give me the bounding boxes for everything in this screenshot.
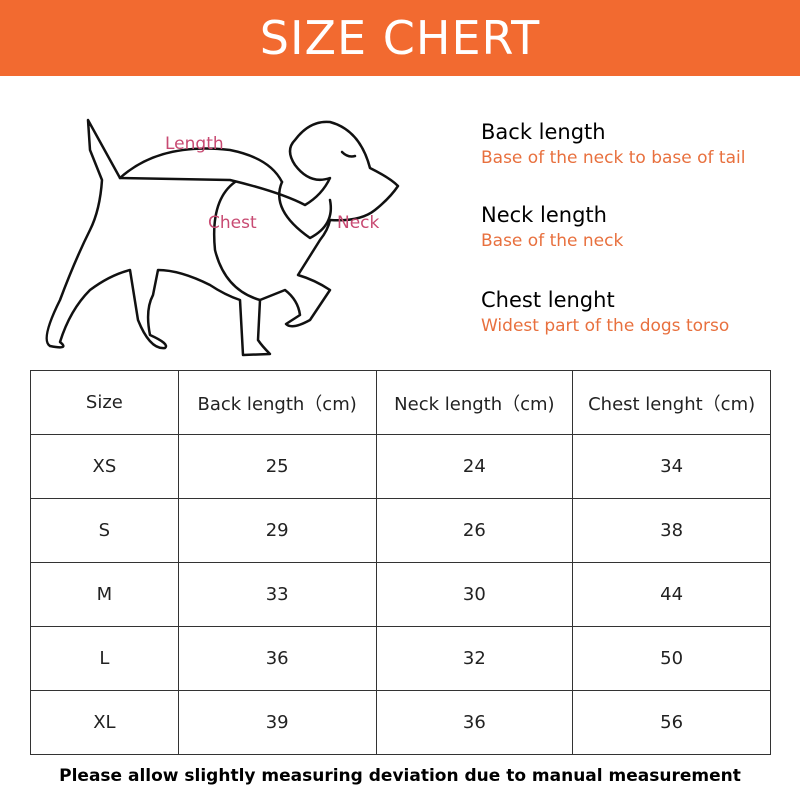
table-row: S 29 26 38 [30, 498, 771, 563]
header-cell: Back length（cm) [177, 370, 377, 435]
table-cell: 26 [375, 498, 574, 563]
table-cell: 56 [572, 690, 771, 755]
table-cell: 39 [177, 690, 377, 755]
table-row: XL 39 36 56 [30, 690, 771, 755]
table-cell: 30 [375, 562, 574, 627]
header-cell: Neck length（cm) [375, 370, 574, 435]
table-cell: 44 [572, 562, 771, 627]
measurement-neck: Neck length Base of the neck [481, 203, 623, 251]
table-cell: S [30, 498, 179, 563]
dog-diagram: Length Chest Neck [30, 110, 420, 360]
measurement-desc: Widest part of the dogs torso [481, 316, 730, 336]
footer-note: Please allow slightly measuring deviatio… [59, 766, 741, 786]
table-cell: 32 [375, 626, 574, 691]
table-cell: M [30, 562, 179, 627]
table-row: M 33 30 44 [30, 562, 771, 627]
table-cell: 33 [177, 562, 377, 627]
table-cell: 38 [572, 498, 771, 563]
table-cell: 34 [572, 434, 771, 499]
measurement-desc: Base of the neck [481, 231, 624, 251]
size-table: Size Back length（cm) Neck length（cm) Che… [30, 370, 771, 755]
measurement-title: Back length [481, 120, 606, 144]
table-cell: 36 [177, 626, 377, 691]
page-title: SIZE CHERT [259, 11, 541, 65]
measurement-title: Chest lenght [481, 288, 615, 312]
measurement-chest: Chest lenght Widest part of the dogs tor… [481, 288, 729, 336]
header-cell: Chest lenght（cm) [572, 370, 771, 435]
chest-label: Chest [208, 213, 257, 233]
table-cell: 29 [177, 498, 377, 563]
table-cell: XS [30, 434, 179, 499]
title-banner: SIZE CHERT [0, 0, 800, 76]
table-cell: XL [30, 690, 179, 755]
table-cell: 50 [572, 626, 771, 691]
dog-outline-icon [45, 118, 400, 357]
header-cell: Size [30, 370, 179, 435]
length-label: Length [165, 134, 224, 154]
table-cell: 25 [177, 434, 377, 499]
table-row: XS 25 24 34 [30, 434, 771, 499]
measurement-back: Back length Base of the neck to base of … [481, 120, 745, 168]
table-row: L 36 32 50 [30, 626, 771, 691]
table-cell: 36 [375, 690, 574, 755]
measurement-title: Neck length [481, 203, 607, 227]
table-cell: 24 [375, 434, 574, 499]
neck-label: Neck [337, 213, 380, 233]
table-header-row: Size Back length（cm) Neck length（cm) Che… [30, 370, 771, 435]
table-cell: L [30, 626, 179, 691]
measurement-desc: Base of the neck to base of tail [481, 148, 746, 168]
